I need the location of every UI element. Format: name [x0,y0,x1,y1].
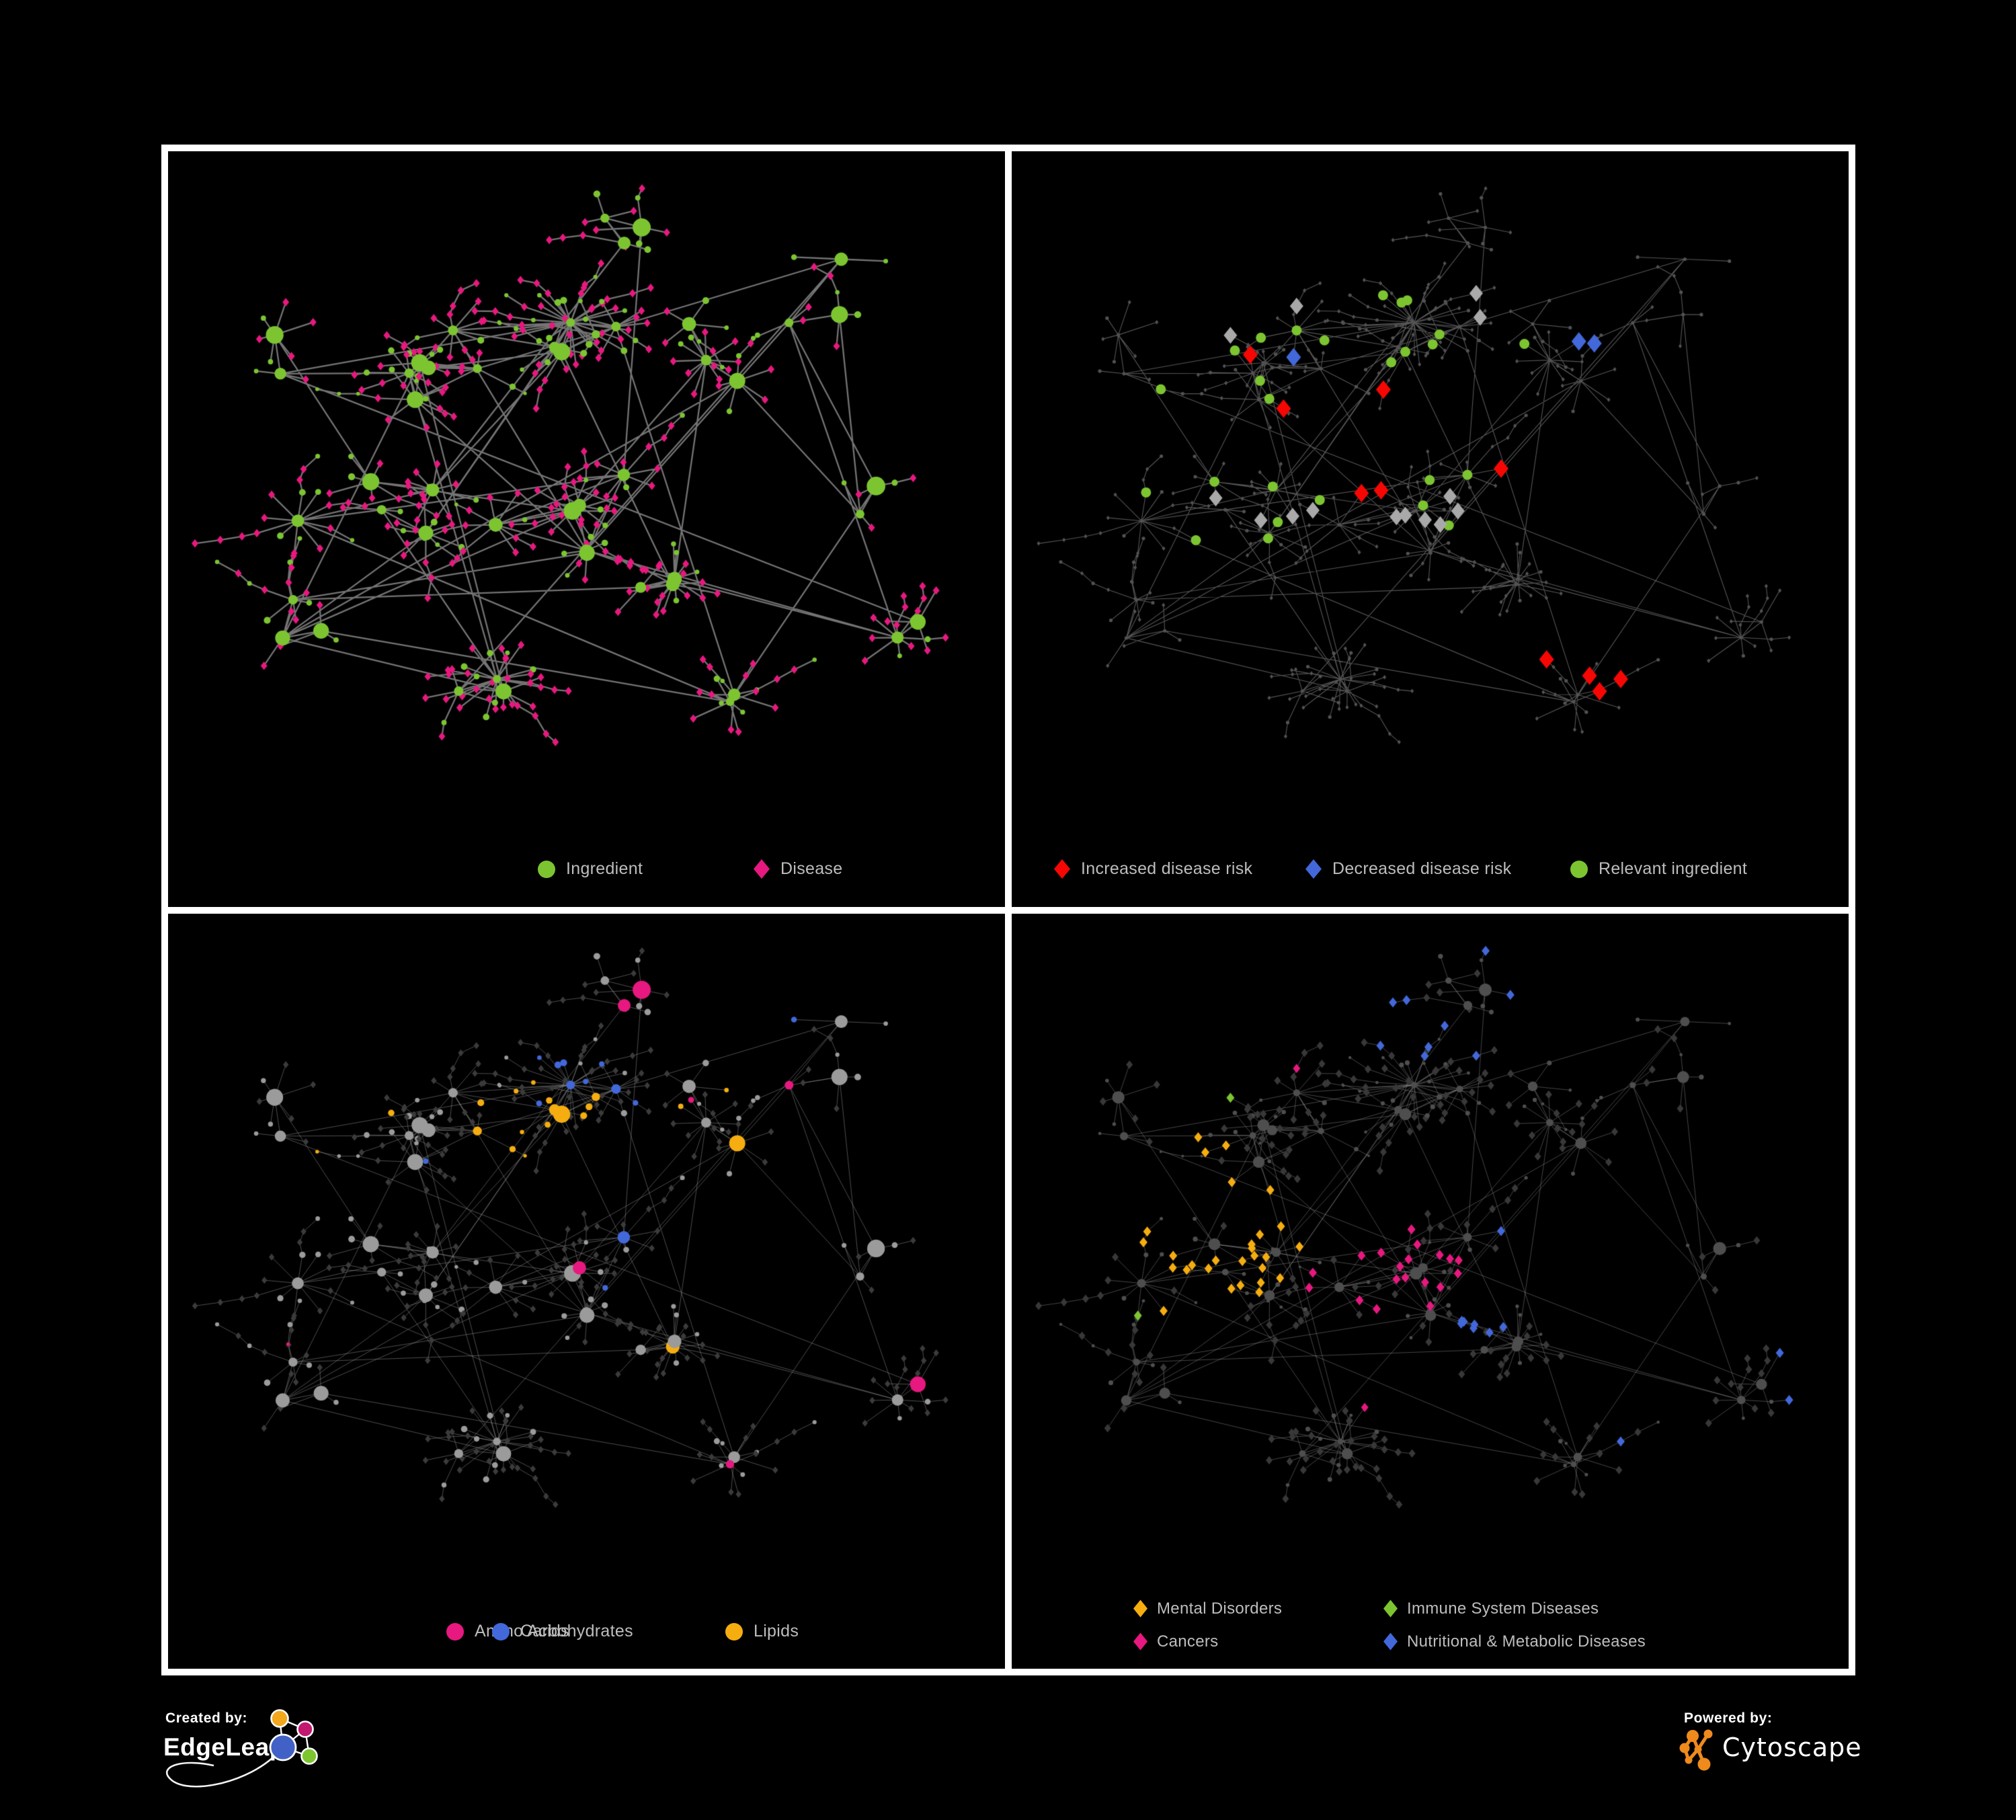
carbohydrates-marker-icon [492,1622,510,1640]
panel-disease-classes: Mental Disorders Immune System Diseases … [1012,914,1849,1669]
immune-diseases-marker-icon [1383,1599,1398,1618]
legend-item-disease: Disease [754,859,842,879]
created-by-label: Created by: [165,1710,248,1726]
legend-item-amino-acids: Amino Acids [446,1622,569,1641]
legend-label: Cancers [1157,1632,1219,1651]
mental-disorders-marker-icon [1133,1599,1147,1618]
legend-item-ingredient: Ingredient [538,859,643,879]
network-graph-nutrient-classes [168,914,1005,1669]
panel-ingredient-disease: Ingredient Disease [168,151,1005,907]
lipids-marker-icon [725,1622,743,1640]
legend-label: Ingredient [566,859,643,878]
edgeleap-wordmark: EdgeLeap [163,1733,285,1761]
cancers-marker-icon [1133,1632,1147,1651]
legend-item-carbohydrates: Carbohydrates [492,1622,633,1641]
disease-marker-icon [754,859,770,879]
ingredient-marker-icon [538,860,555,878]
legend-label: Disease [780,859,843,878]
legend-item-mental-disorders: Mental Disorders [1133,1599,1282,1618]
relevant-ingredient-marker-icon [1570,860,1588,878]
edgeleap-logo-icon [166,1709,318,1788]
legend-item-lipids: Lipids [725,1622,799,1641]
network-graph-disease-risk [1012,151,1849,907]
legend-label: Relevant ingredient [1599,859,1748,878]
panel-disease-risk: Increased disease risk Decreased disease… [1012,151,1849,907]
increased-risk-marker-icon [1054,859,1070,879]
powered-by-label: Powered by: [1684,1710,1773,1726]
legend-label: Increased disease risk [1081,859,1253,878]
legend-item-nutritional-metabolic: Nutritional & Metabolic Diseases [1383,1632,1646,1651]
legend-item-increased-risk: Increased disease risk [1054,859,1252,879]
legend-label: Immune System Diseases [1407,1599,1599,1618]
legend-label: Nutritional & Metabolic Diseases [1407,1632,1646,1651]
legend-item-relevant-ingredient: Relevant ingredient [1570,859,1747,879]
cytoscape-wordmark: Cytoscape [1722,1733,1862,1762]
nutritional-metabolic-marker-icon [1383,1632,1398,1651]
panel-nutrient-classes: Amino Acids Carbohydrates Lipids [168,914,1005,1669]
legend-item-cancers: Cancers [1133,1632,1218,1651]
legend-label: Amino Acids [475,1622,569,1640]
legend-label: Carbohydrates [520,1622,633,1640]
amino-acids-marker-icon [446,1622,464,1640]
legend-label: Lipids [754,1622,799,1640]
legend-label: Mental Disorders [1157,1599,1283,1618]
decreased-risk-marker-icon [1305,859,1322,879]
cytoscape-logo-icon [1679,1729,1713,1771]
network-graph-disease-classes [1012,914,1849,1669]
panel-grid: Ingredient Disease Increased disease ris… [161,145,1855,1675]
network-graph-ingredient-disease [168,151,1005,907]
legend-label: Decreased disease risk [1332,859,1512,878]
legend-item-immune-diseases: Immune System Diseases [1383,1599,1599,1618]
legend-item-decreased-risk: Decreased disease risk [1305,859,1511,879]
